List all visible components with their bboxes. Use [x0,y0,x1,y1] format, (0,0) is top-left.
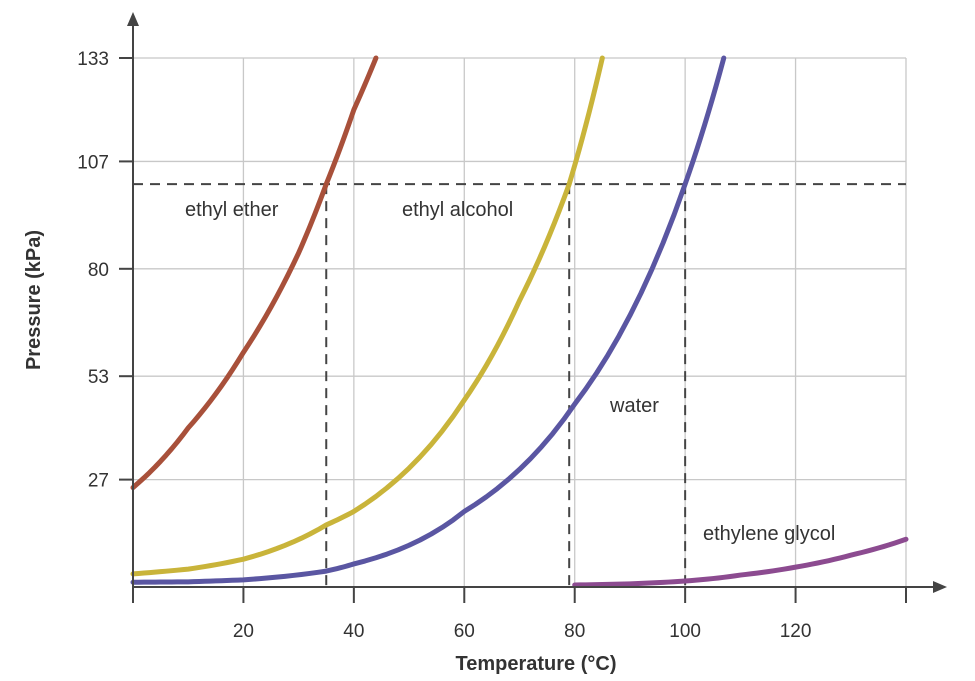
label-water: water [609,395,659,417]
y-tick-label: 53 [88,367,109,388]
axes [119,12,947,603]
x-tick-label: 100 [669,621,701,642]
x-tick-label: 40 [343,621,364,642]
x-tick-label: 80 [564,621,585,642]
curve-ethylene-glycol [572,536,909,588]
reference-lines [133,183,906,587]
x-tick-label: 20 [233,621,254,642]
x-tick-label: 60 [454,621,475,642]
y-tick-label: 133 [77,49,109,70]
curve-water [130,55,727,585]
grid [133,57,907,587]
y-tick-label: 107 [77,152,109,173]
y-tick-label: 80 [88,260,109,281]
x-tick-label: 120 [780,621,812,642]
curve-ethyl-ether [130,55,379,491]
label-ethyl-alcohol: ethyl alcohol [402,199,513,221]
y-tick-label: 27 [88,471,109,492]
y-axis-arrow-icon [127,12,139,26]
tick-labels: 20 40 60 80 100 120 27 53 80 107 133 [77,49,811,642]
y-axis-label: Pressure (kPa) [23,230,45,370]
label-ethyl-ether: ethyl ether [185,199,279,221]
x-axis-arrow-icon [933,581,947,593]
curves [130,55,909,588]
x-axis-label: Temperature (°C) [456,653,617,675]
curve-ethyl-alcohol [130,55,605,577]
label-ethylene-glycol: ethylene glycol [703,523,835,545]
